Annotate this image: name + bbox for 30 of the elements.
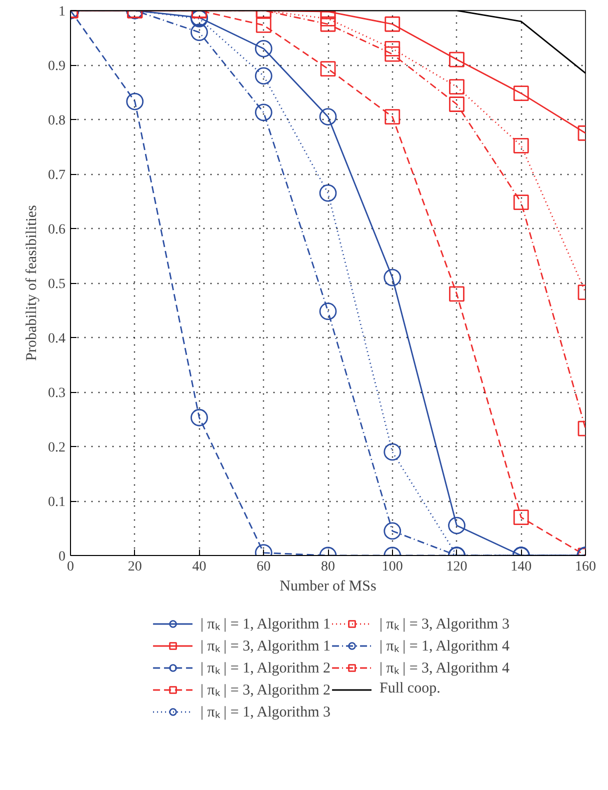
legend-label: Full coop. (380, 680, 440, 698)
y-tick-label: 1 (58, 4, 66, 20)
legend-label: | πₖ | = 3, Algorithm 3 (380, 616, 510, 634)
legend-label: | πₖ | = 1, Algorithm 2 (200, 660, 330, 678)
y-tick-label: 0.7 (48, 168, 66, 183)
legend-label: | πₖ | = 1, Algorithm 4 (380, 638, 510, 656)
y-tick-label: 0.8 (48, 114, 66, 128)
x-tick-label: 100 (382, 560, 403, 574)
y-tick-label: 0.5 (48, 277, 66, 292)
y-tick-label: 0.1 (48, 495, 66, 510)
x-tick-label: 80 (321, 560, 335, 574)
y-tick-label: 0.4 (48, 332, 66, 346)
legend-label: | πₖ | = 3, Algorithm 4 (380, 660, 510, 678)
y-axis-title: Probability of feasibilities (24, 204, 40, 361)
x-tick-label: 160 (575, 560, 596, 574)
x-tick-label: 60 (256, 560, 271, 574)
y-tick-label: 0 (58, 550, 66, 564)
legend-label: | πₖ | = 1, Algorithm 1 (200, 616, 330, 634)
legend-label: | πₖ | = 3, Algorithm 1 (200, 638, 330, 656)
x-tick-label: 20 (128, 560, 142, 574)
x-tick-label: 40 (192, 560, 206, 574)
x-axis-title: Number of MSs (280, 578, 376, 594)
x-tick-label: 120 (446, 560, 468, 574)
legend-label: | πₖ | = 1, Algorithm 3 (200, 704, 330, 722)
y-tick-label: 0.6 (48, 222, 66, 238)
y-tick-label: 0.2 (48, 440, 66, 456)
y-tick-label: 0.3 (48, 386, 66, 401)
legend-label: | πₖ | = 3, Algorithm 2 (200, 682, 330, 700)
x-tick-label: 140 (510, 560, 532, 574)
y-tick-label: 0.9 (48, 59, 66, 74)
